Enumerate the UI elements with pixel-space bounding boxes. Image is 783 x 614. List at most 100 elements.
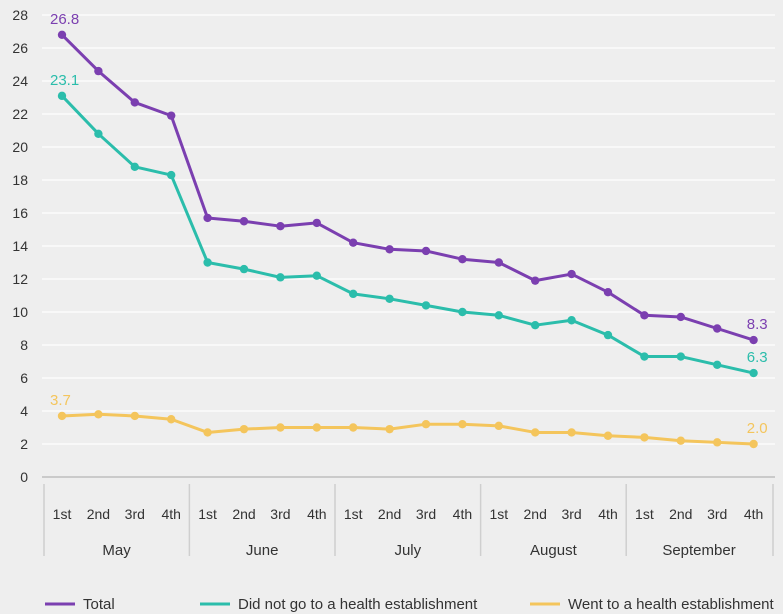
y-tick-label: 26 — [12, 40, 28, 56]
y-tick-label: 28 — [12, 7, 28, 23]
x-tick-label: 4th — [307, 506, 326, 522]
data-point — [749, 335, 758, 345]
x-tick-label: 3rd — [270, 506, 290, 522]
data-point — [567, 316, 576, 325]
x-tick-label: 4th — [161, 506, 180, 522]
data-point — [385, 294, 394, 303]
series-line — [61, 412, 754, 446]
x-tick-label: 2nd — [87, 506, 110, 522]
data-point — [57, 30, 67, 39]
data-point — [749, 368, 758, 378]
x-group-label: May — [102, 542, 131, 559]
y-tick-label: 18 — [12, 172, 28, 188]
data-point — [421, 246, 431, 256]
data-point — [130, 411, 139, 421]
y-tick-label: 22 — [12, 106, 28, 122]
x-group-label: July — [394, 542, 421, 559]
data-point — [749, 439, 758, 449]
data-point — [276, 273, 285, 282]
y-tick-label: 2 — [20, 436, 28, 452]
data-point — [567, 269, 576, 279]
x-tick-label: 1st — [489, 506, 508, 522]
x-tick-label: 3rd — [416, 506, 436, 522]
series-layer: 26.8 8.3 23.1 6.3 3.7 2.0 — [50, 11, 768, 449]
data-point — [312, 218, 321, 228]
data-point — [167, 111, 176, 120]
x-tick-label: 4th — [453, 506, 472, 522]
data-point — [130, 98, 139, 107]
y-tick-label: 12 — [12, 271, 28, 287]
x-tick-label: 2nd — [378, 506, 401, 522]
y-tick-label: 4 — [20, 403, 28, 419]
series-line — [60, 33, 755, 342]
data-point — [57, 91, 67, 101]
data-label: 23.1 — [50, 72, 79, 89]
data-point — [349, 423, 358, 432]
data-point — [349, 238, 358, 247]
data-point — [713, 324, 722, 333]
data-point — [94, 410, 103, 419]
legend-label: Did not go to a health establishment — [238, 596, 478, 613]
data-point — [676, 352, 685, 361]
x-tick-label: 3rd — [707, 506, 727, 522]
gridlines — [42, 14, 775, 478]
data-point — [531, 276, 540, 285]
data-label: 6.3 — [747, 349, 768, 366]
y-tick-label: 10 — [12, 304, 28, 320]
data-point — [458, 255, 467, 264]
legend-label: Total — [83, 596, 115, 613]
data-point — [713, 438, 722, 447]
x-group-label: June — [246, 542, 279, 559]
data-point — [239, 217, 249, 226]
data-point — [94, 66, 103, 76]
x-tick-label: 1st — [53, 506, 72, 522]
data-point — [458, 307, 467, 317]
data-point — [640, 352, 649, 361]
y-tick-label: 24 — [12, 73, 28, 89]
legend: Total Did not go to a health establishmen… — [45, 596, 775, 613]
data-point — [531, 428, 540, 437]
data-point — [603, 431, 613, 440]
data-point — [349, 289, 358, 299]
data-label: 3.7 — [50, 392, 71, 409]
data-point — [312, 271, 321, 280]
data-point — [276, 222, 285, 231]
x-axis: 1st 2nd 3rd 4th May 1st 2nd 3rd 4th June 1st 2nd 3rd… — [43, 484, 774, 559]
x-tick-label: 1st — [635, 506, 654, 522]
data-point — [203, 258, 212, 267]
series-2: 23.1 6.3 — [50, 72, 768, 378]
data-point — [567, 428, 576, 437]
data-point — [494, 311, 503, 320]
data-point — [312, 423, 321, 432]
data-point — [603, 330, 613, 340]
data-point — [421, 420, 431, 429]
y-tick-label: 16 — [12, 205, 28, 221]
y-tick-label: 8 — [20, 337, 28, 353]
y-tick-label: 14 — [12, 238, 28, 254]
data-point — [640, 311, 649, 320]
x-tick-label: 2nd — [669, 506, 692, 522]
data-point — [531, 321, 540, 330]
data-point — [603, 288, 613, 297]
x-tick-label: 2nd — [232, 506, 255, 522]
legend-label: Went to a health establishment — [568, 596, 775, 613]
data-point — [203, 428, 212, 437]
data-point — [494, 421, 503, 431]
y-tick-label: 6 — [20, 370, 28, 386]
data-point — [385, 424, 394, 434]
x-tick-label: 3rd — [561, 506, 581, 522]
data-label: 8.3 — [747, 316, 768, 333]
y-tick-label: 0 — [20, 469, 28, 485]
x-group-label: September — [662, 542, 735, 559]
data-point — [239, 424, 249, 434]
data-point — [239, 264, 249, 274]
x-tick-label: 2nd — [524, 506, 547, 522]
data-point — [167, 415, 176, 424]
data-point — [676, 312, 685, 322]
data-point — [676, 436, 685, 445]
x-tick-label: 4th — [744, 506, 763, 522]
data-point — [458, 420, 467, 429]
y-tick-label: 20 — [12, 139, 28, 155]
